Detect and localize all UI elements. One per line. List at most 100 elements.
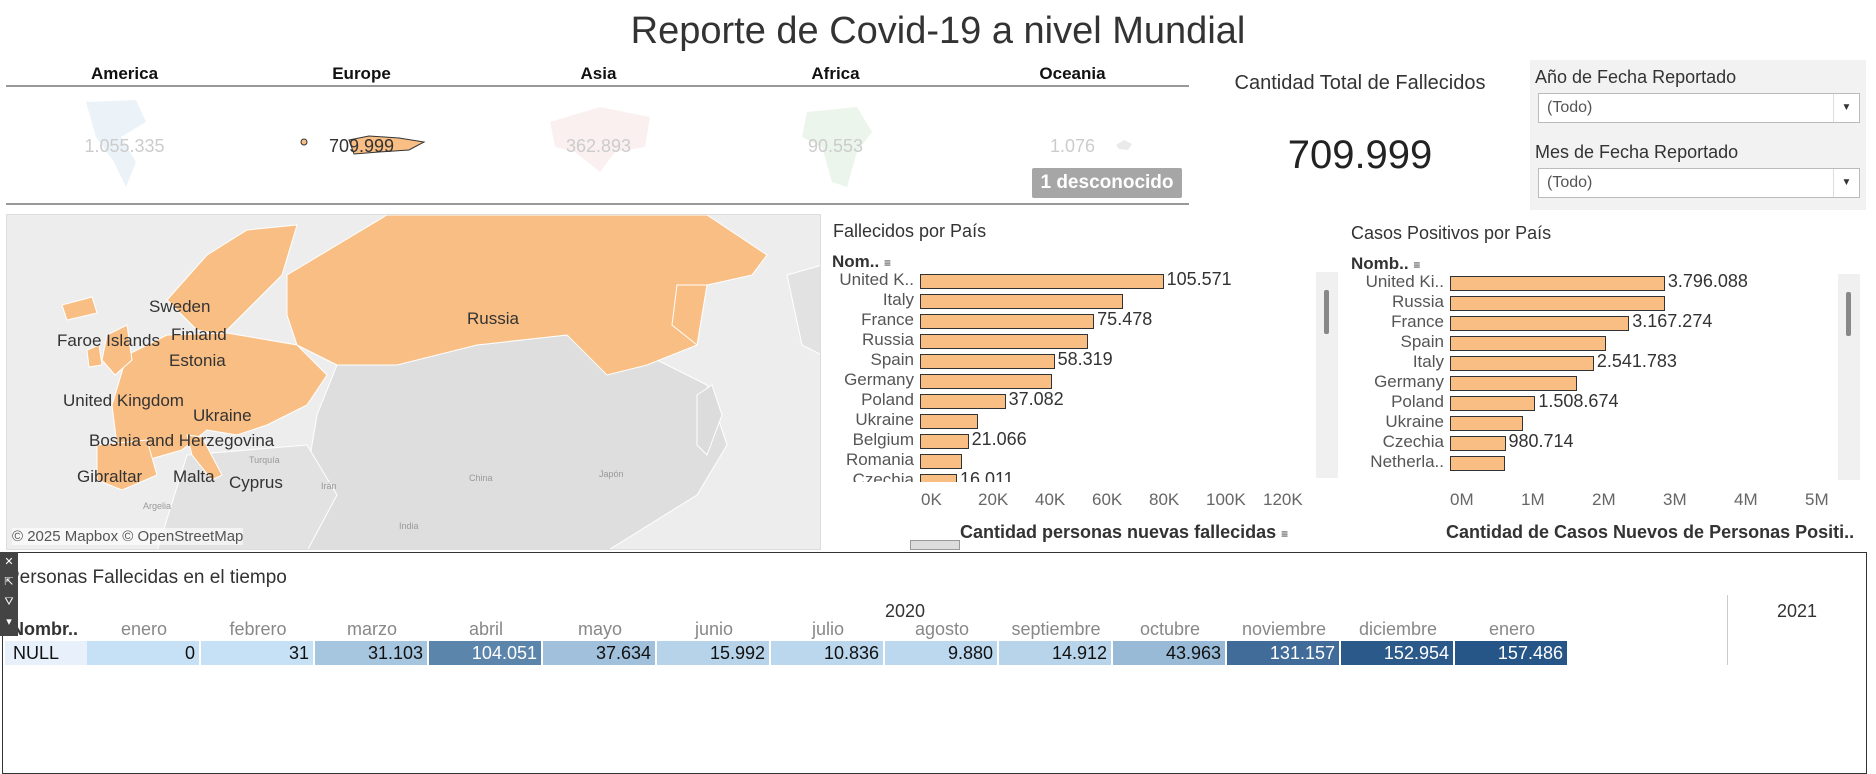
month-header[interactable]: diciembre (1358, 619, 1438, 639)
deaths-x-label[interactable]: Cantidad personas nuevas fallecidas ≡ (960, 522, 1289, 542)
resize-handle[interactable] (910, 540, 960, 550)
timeline-cell[interactable]: 15.992 (657, 641, 769, 665)
month-header[interactable]: mayo (577, 619, 622, 639)
timeline-cell[interactable]: 157.486 (1455, 641, 1567, 665)
cases-scrollbar[interactable] (1838, 274, 1860, 480)
deaths-chart-header[interactable]: Nom.. ≡ (832, 252, 891, 271)
month-header[interactable]: noviembre (1241, 619, 1327, 639)
bar[interactable] (1450, 356, 1594, 371)
month-header[interactable]: enero (1488, 619, 1536, 639)
continent-asia[interactable]: Asia 362.893 (480, 62, 717, 206)
month-header[interactable]: agosto (914, 619, 970, 639)
chevron-down-icon[interactable]: ▼ (1833, 94, 1859, 122)
map-label-bosnia: Bosnia and Herzegovina (89, 431, 275, 450)
bar-category-label[interactable]: United K.. (839, 272, 914, 289)
timeline-cell[interactable]: 131.157 (1227, 641, 1339, 665)
open-external-icon[interactable]: ⇱ (4, 576, 14, 588)
timeline-cell[interactable]: 31 (201, 641, 313, 665)
bar-category-label[interactable]: Belgium (852, 430, 914, 449)
year-filter-select[interactable]: (Todo) ▼ (1538, 93, 1860, 123)
bar[interactable] (1450, 316, 1630, 331)
row-header[interactable]: Nombr.. (11, 619, 79, 639)
bar[interactable] (920, 314, 1095, 329)
bar[interactable] (1450, 376, 1578, 391)
continent-value: 90.553 (807, 136, 864, 156)
bar-category-label[interactable]: Italy (882, 290, 914, 309)
axis-tick-label: 4M (1734, 490, 1758, 509)
month-header[interactable]: marzo (346, 619, 397, 639)
bar-category-label[interactable]: Poland (861, 390, 914, 409)
bar[interactable] (920, 334, 1089, 349)
bar[interactable] (920, 374, 1052, 389)
deaths-scrollbar[interactable] (1316, 272, 1338, 478)
bar-category-label[interactable]: Spain (1400, 332, 1444, 351)
bar[interactable] (1450, 436, 1506, 451)
filter-icon[interactable]: ⛛ (4, 596, 14, 608)
month-header[interactable]: julio (811, 619, 845, 639)
bar-category-label[interactable]: France (1391, 312, 1444, 331)
bar[interactable] (1450, 276, 1665, 291)
month-header[interactable]: enero (120, 619, 168, 639)
bar[interactable] (920, 474, 957, 482)
bar-category-label[interactable]: Czechia (1382, 432, 1444, 451)
bar-category-label[interactable]: Spain (870, 350, 914, 369)
cases-scroll-thumb[interactable] (1846, 292, 1851, 336)
month-header[interactable]: septiembre (1011, 619, 1101, 639)
timeline-cell[interactable]: 37.634 (543, 641, 655, 665)
timeline-cell[interactable]: 0 (87, 641, 199, 665)
bar[interactable] (920, 354, 1055, 369)
bar[interactable] (1450, 456, 1506, 471)
bar-category-label[interactable]: Russia (862, 330, 914, 349)
dropdown-icon[interactable]: ▾ (6, 616, 12, 628)
bar-category-label[interactable]: Netherla.. (1370, 452, 1444, 471)
timeline-cell[interactable]: 10.836 (771, 641, 883, 665)
bar-category-label[interactable]: Russia (1392, 292, 1444, 311)
bar-category-label[interactable]: Romania (845, 450, 914, 469)
continent-america[interactable]: America 1.055.335 (6, 62, 243, 206)
unknown-badge[interactable]: 1 desconocido (1032, 168, 1182, 198)
bar[interactable] (1450, 396, 1536, 411)
europe-map[interactable]: Sweden Faroe Islands Finland Estonia Rus… (6, 214, 821, 550)
timeline-cell[interactable]: 104.051 (429, 641, 541, 665)
bar[interactable] (1450, 336, 1606, 351)
month-header[interactable]: febrero (229, 619, 287, 639)
chevron-down-icon[interactable]: ▼ (1833, 169, 1859, 197)
cases-chart-header[interactable]: Nomb.. ≡ (1351, 254, 1421, 273)
month-filter-select[interactable]: (Todo) ▼ (1538, 168, 1860, 198)
timeline-cell[interactable]: 9.880 (885, 641, 997, 665)
bar[interactable] (920, 294, 1124, 309)
bar-category-label[interactable]: Czechia (852, 470, 914, 482)
continent-oceania[interactable]: Oceania 1.076 (954, 62, 1191, 206)
bar[interactable] (1450, 416, 1524, 431)
continent-africa[interactable]: Africa 90.553 (717, 62, 954, 206)
map-attribution[interactable]: © 2025 Mapbox © OpenStreetMap (12, 528, 244, 545)
continent-europe[interactable]: Europe 709.999 (243, 62, 480, 206)
bar-category-label[interactable]: Italy (1412, 352, 1444, 371)
timeline-cell[interactable]: 14.912 (999, 641, 1111, 665)
month-header[interactable]: octubre (1139, 619, 1201, 639)
bar-category-label[interactable]: Germany (844, 370, 914, 389)
bar-category-label[interactable]: France (861, 310, 914, 329)
timeline-cell[interactable]: 152.954 (1341, 641, 1453, 665)
bar-category-label[interactable]: Germany (1374, 372, 1444, 391)
bar-category-label[interactable]: Ukraine (855, 410, 914, 429)
sort-icon[interactable]: ≡ (883, 256, 891, 270)
timeline-cell[interactable]: 31.103 (315, 641, 427, 665)
sort-icon[interactable]: ≡ (1413, 258, 1421, 272)
bar-category-label[interactable]: Poland (1391, 392, 1444, 411)
bar[interactable] (920, 274, 1164, 289)
bar-category-label[interactable]: United Ki.. (1365, 274, 1444, 291)
month-header[interactable]: abril (468, 619, 503, 639)
bar[interactable] (920, 414, 978, 429)
bar[interactable] (1450, 296, 1666, 311)
axis-tick-label: 120K (1263, 490, 1303, 509)
bar[interactable] (920, 434, 969, 449)
close-icon[interactable]: ✕ (4, 556, 14, 568)
deaths-scroll-thumb[interactable] (1324, 290, 1329, 334)
bar[interactable] (920, 394, 1006, 409)
timeline-cell[interactable]: 43.963 (1113, 641, 1225, 665)
bar-category-label[interactable]: Ukraine (1385, 412, 1444, 431)
month-header[interactable]: junio (694, 619, 734, 639)
row-label-null[interactable]: NULL (5, 641, 87, 665)
bar[interactable] (920, 454, 962, 469)
